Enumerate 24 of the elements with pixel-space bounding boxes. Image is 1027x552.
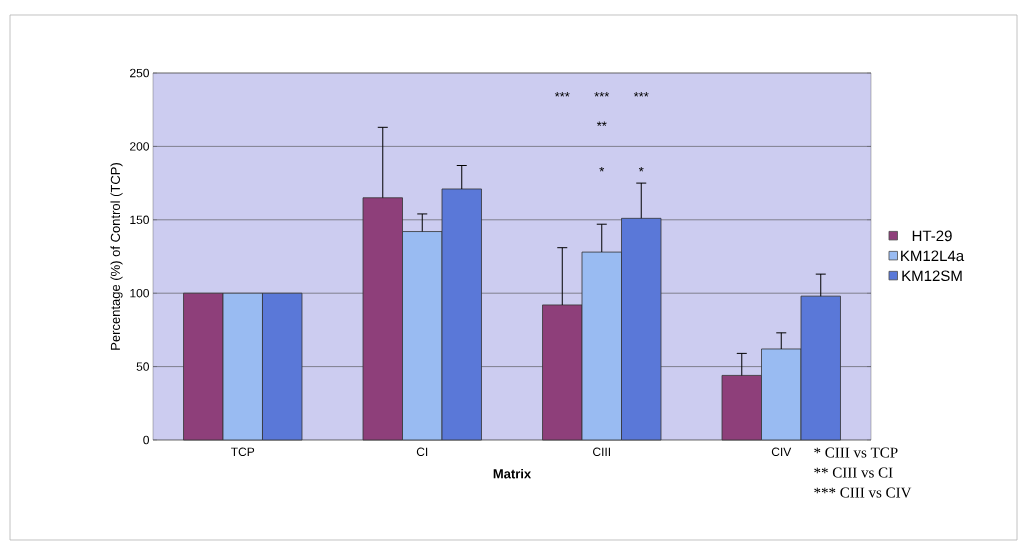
legend-label: HT-29 [912,230,952,242]
y-tick-label: 0 [143,435,150,445]
y-tick-label: 250 [130,68,149,78]
text: ** CIII vs CI [814,467,893,478]
text: *** CIII vs CIV [814,487,912,498]
x-tick-label: CI [416,447,428,457]
y-axis-title: Percentage (%) of Control (TCP) [110,163,123,350]
annotation: *** [594,92,610,97]
y-tick-label: 100 [130,288,149,298]
annotation: * [599,166,605,172]
x-tick-label: CIV [771,447,792,457]
annotation: ** [596,121,607,126]
x-tick-label: CIII [593,447,610,457]
annotation: *** [554,92,570,97]
y-tick-label: 200 [130,142,149,151]
annotation: *** [633,92,649,97]
x-tick-label: TCP [231,447,255,457]
y-tick-label: 150 [130,215,149,225]
text: * CIII vs TCP [814,447,898,458]
x-axis-title: Matrix [493,468,532,479]
annotation: * [638,166,644,172]
y-tick-label: 50 [136,362,150,371]
legend-label: KM12SM [902,270,962,282]
legend-label: KM12L4a [901,250,965,262]
